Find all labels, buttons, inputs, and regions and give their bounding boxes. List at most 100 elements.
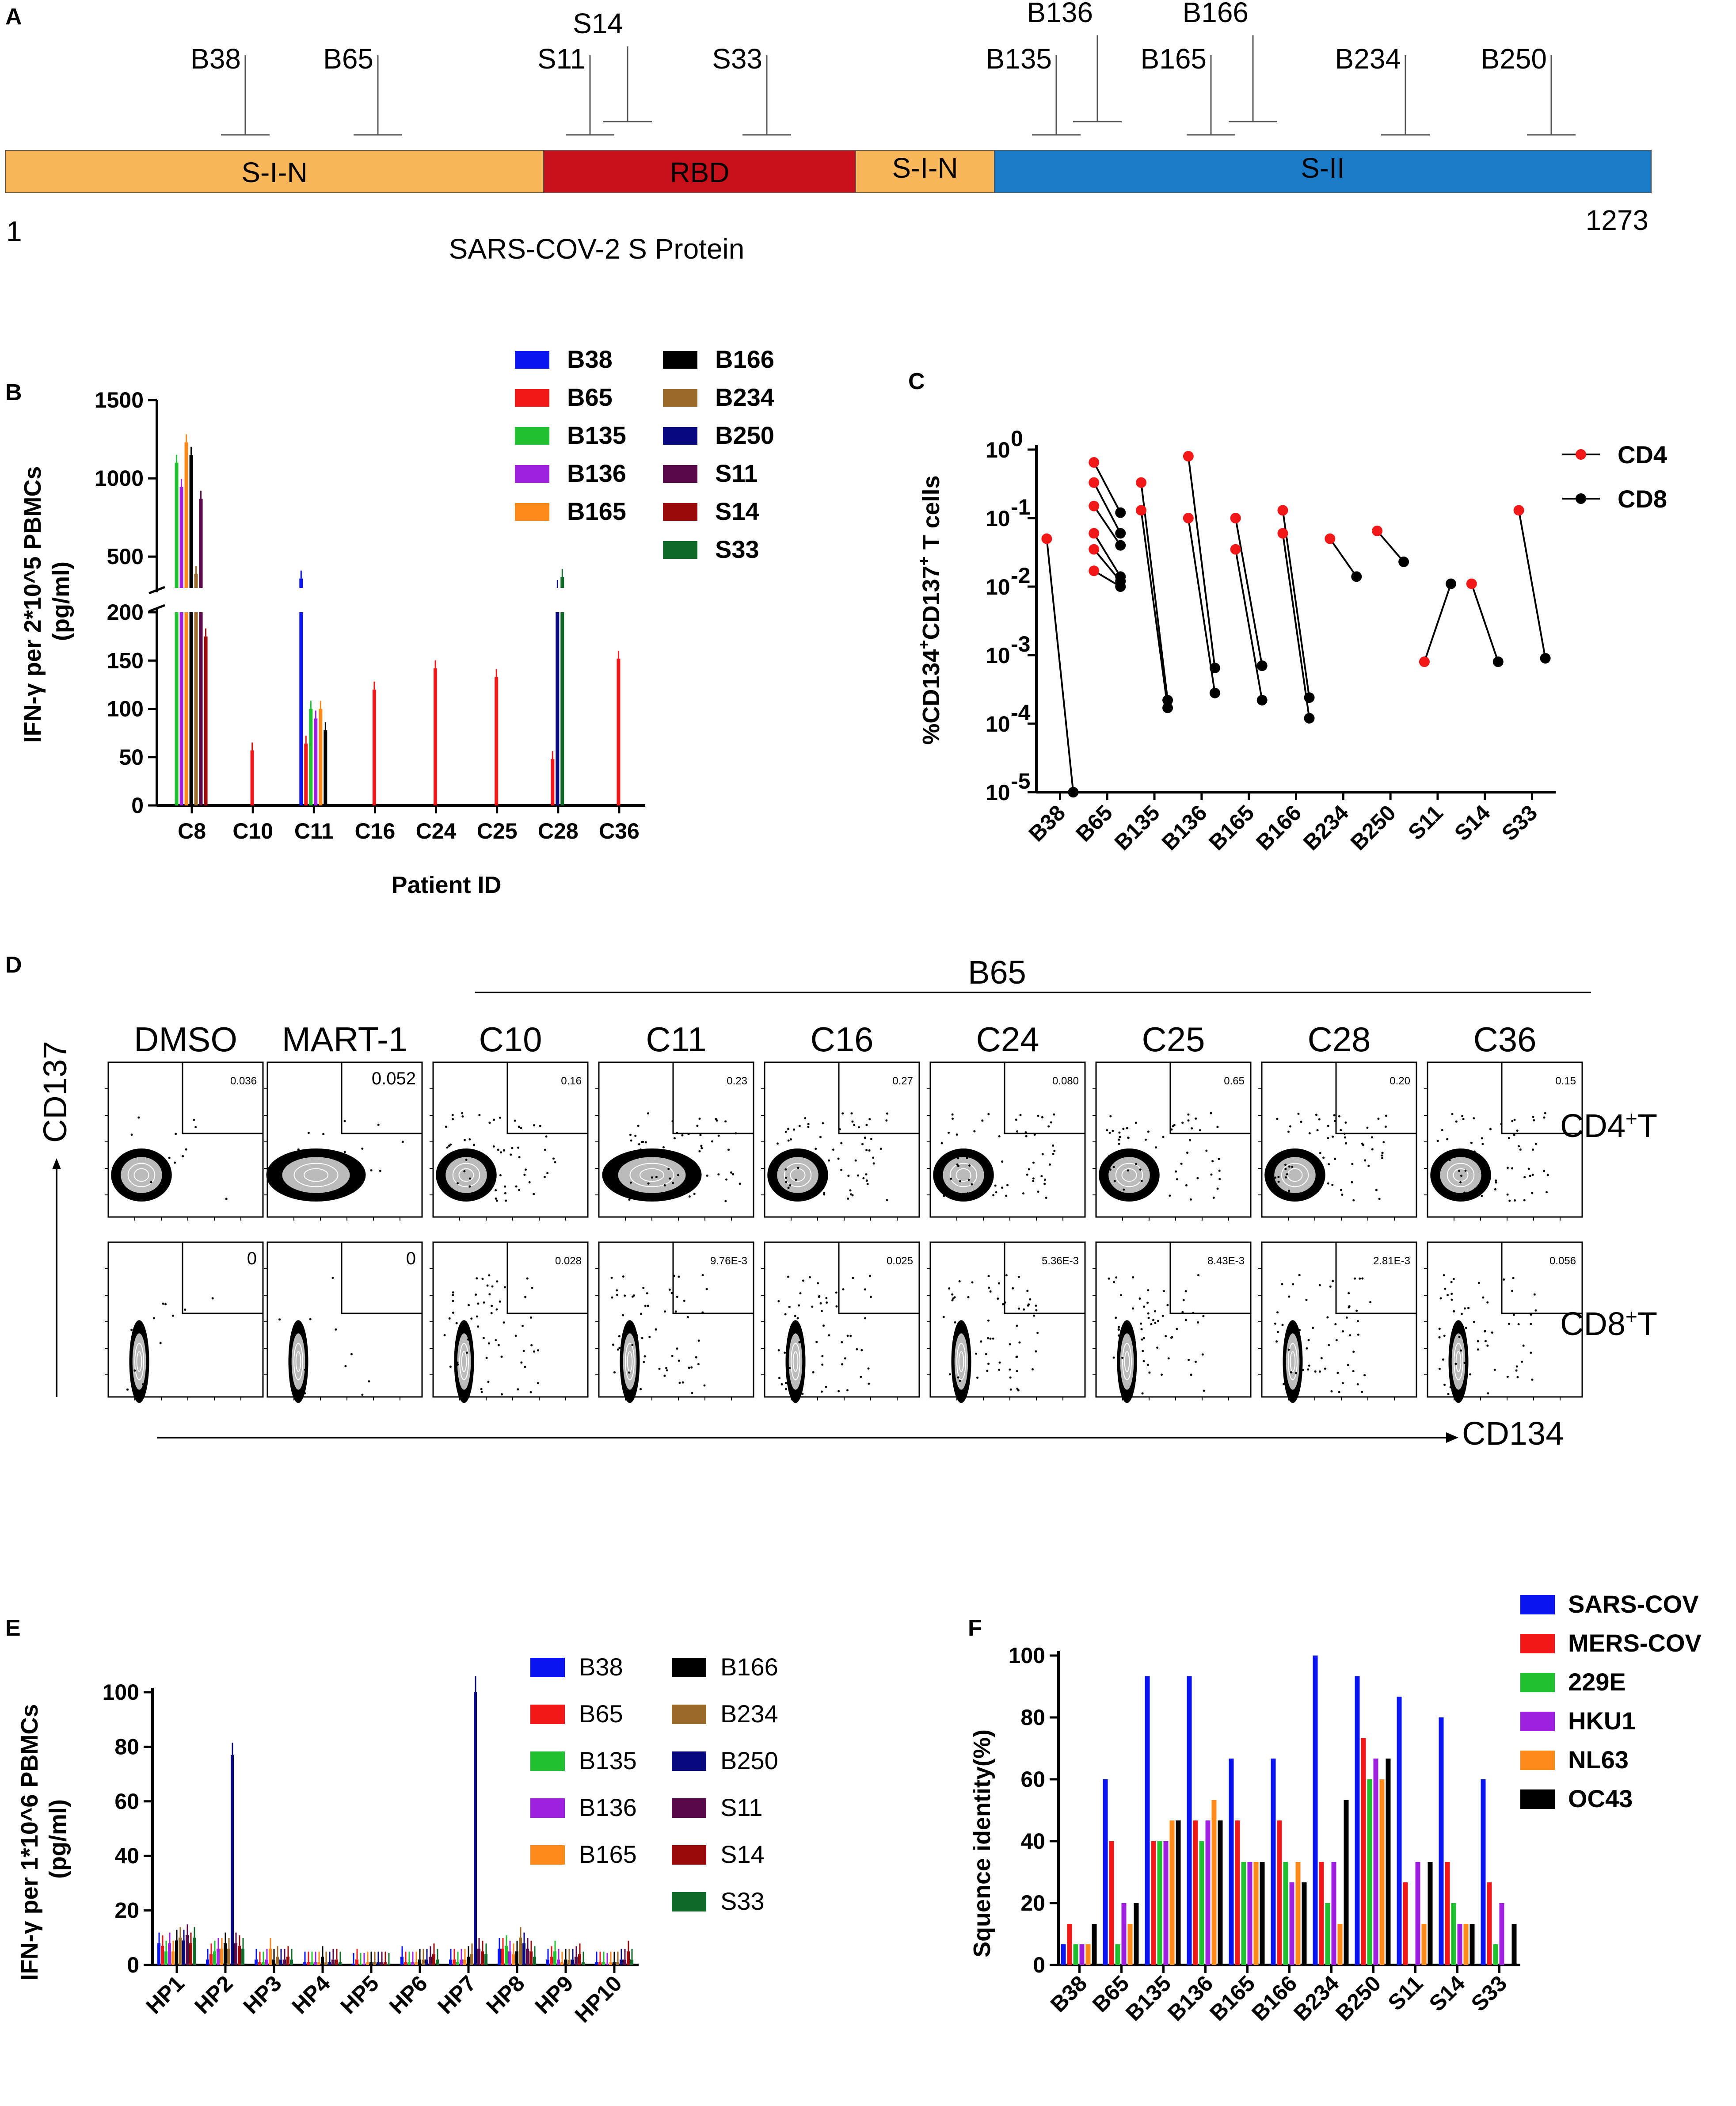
flow-event [641,1337,643,1339]
b-xtick-label-c10: C10 [232,819,273,843]
flow-event [807,1123,810,1125]
flow-event [456,1191,458,1194]
flow-event [1118,1138,1120,1141]
flow-event [677,1174,679,1176]
e-legend-label-b136: B136 [579,1793,637,1821]
f-bar-b166-mers-cov [1277,1820,1282,1965]
flow-cloud-core [1286,1333,1300,1390]
flow-event [1531,1378,1534,1381]
e-bar-hp10-b136 [605,1963,609,1965]
c-point-cd8-b165-0 [1256,660,1268,671]
flow-event [1519,1148,1522,1151]
flow-event [451,1190,453,1192]
flow-event [1005,1274,1008,1277]
flow-event [1300,1121,1302,1123]
flow-event [1049,1163,1051,1166]
flow-event [1276,1311,1279,1314]
c-xtick-label-s33: S33 [1497,800,1542,846]
flow-event [510,1153,512,1156]
flow-event [1127,1194,1129,1197]
b-ylabel-line1: IFN-γ per 2*10^5 PBMCs [19,466,46,743]
flow-event [644,1305,647,1307]
flow-event [1106,1129,1108,1132]
flow-gate [1501,1241,1583,1314]
flow-event [1127,1137,1130,1139]
e-xtick-label-hp5: HP5 [335,1971,383,2018]
flow-event [518,1189,521,1191]
c-xtick-label-b250: B250 [1346,800,1401,855]
flow-event [1318,1118,1321,1121]
flow-event [864,1137,866,1139]
flow-event [865,1173,868,1175]
f-legend: SARS-COV MERS-COV 229E HKU1 NL63 OC43 [1520,1590,1702,1812]
flow-event [503,1321,505,1324]
e-bar-hp3-b136 [265,1959,268,1965]
flow-event [1180,1162,1183,1165]
flow-event [1385,1114,1387,1117]
c-link-b166-0 [1282,510,1310,698]
c-point-cd8-b250-0 [1398,556,1409,567]
flow-event [331,1277,334,1279]
flow-event [455,1322,458,1324]
f-legend-swatch-hku1 [1520,1712,1555,1731]
flow-event [304,1392,306,1395]
flow-event [1328,1163,1330,1166]
e-bar-hp8-b136 [508,1951,511,1965]
e-bar-hp2-b234 [227,1948,230,1965]
f-bar-b250-oc43 [1386,1759,1391,1965]
flow-event [1495,1181,1497,1184]
flow-event [1023,1308,1025,1311]
flow-event [717,1134,720,1137]
flow-event [1529,1175,1531,1177]
flow-event [800,1381,803,1383]
d-row-label-cd8: CD8+T [1560,1305,1657,1342]
flow-event [1315,1114,1317,1116]
e-xtick-label-hp10: HP10 [570,1971,627,2027]
flow-event [304,1369,306,1371]
flow-event [552,1157,555,1160]
f-bar-b135-hku1 [1163,1841,1169,1965]
flow-event [1473,1117,1475,1120]
e-bar-hp3-b135 [262,1962,265,1965]
flow-event [524,1168,527,1171]
flow-event [1281,1324,1284,1326]
flow-event [1133,1149,1136,1152]
flow-event [1516,1376,1519,1378]
flow-event [1112,1166,1115,1168]
flow-event [678,1160,681,1163]
flow-event [1141,1338,1143,1341]
flow-event [1112,1356,1115,1359]
c-ylabel: %CD134+CD137+ T cells [915,475,944,744]
flow-cloud-core [943,1157,984,1193]
f-bar-b65-oc43 [1134,1903,1139,1965]
flow-contour [956,1168,971,1182]
flow-contour [1447,1163,1475,1187]
flow-event [520,1127,522,1129]
e-bar-hp8-s11 [526,1948,529,1965]
flow-event [1493,1369,1496,1371]
flow-event [1544,1112,1546,1114]
flow-event [517,1146,520,1149]
flow-event [730,1171,733,1174]
flow-event [1285,1194,1287,1196]
b-legend-swatch-s11 [663,465,697,483]
flow-event [861,1143,864,1145]
flow-event [1148,1371,1151,1374]
e-bar-hp4-b38 [303,1962,306,1965]
f-bar-b136-nl63 [1211,1800,1217,1965]
flow-event [1283,1383,1285,1385]
flow-event [1276,1118,1279,1120]
flow-event [524,1296,527,1298]
f-bar-b65-mers-cov [1109,1841,1114,1965]
e-bar-hp2-b65 [209,1954,213,1965]
flow-event [780,1383,783,1385]
flow-event [678,1359,680,1362]
flow-event [676,1296,678,1298]
e-bar-hp6-b234 [422,1959,425,1965]
b-ytick-label-upper-1: 1000 [95,466,144,491]
flow-event [499,1300,501,1303]
c-ytick-exp-0: 0 [1011,426,1023,451]
flow-event [1197,1274,1199,1277]
f-xtick-label-b136: B136 [1163,1971,1218,2026]
flow-event [1367,1164,1370,1167]
